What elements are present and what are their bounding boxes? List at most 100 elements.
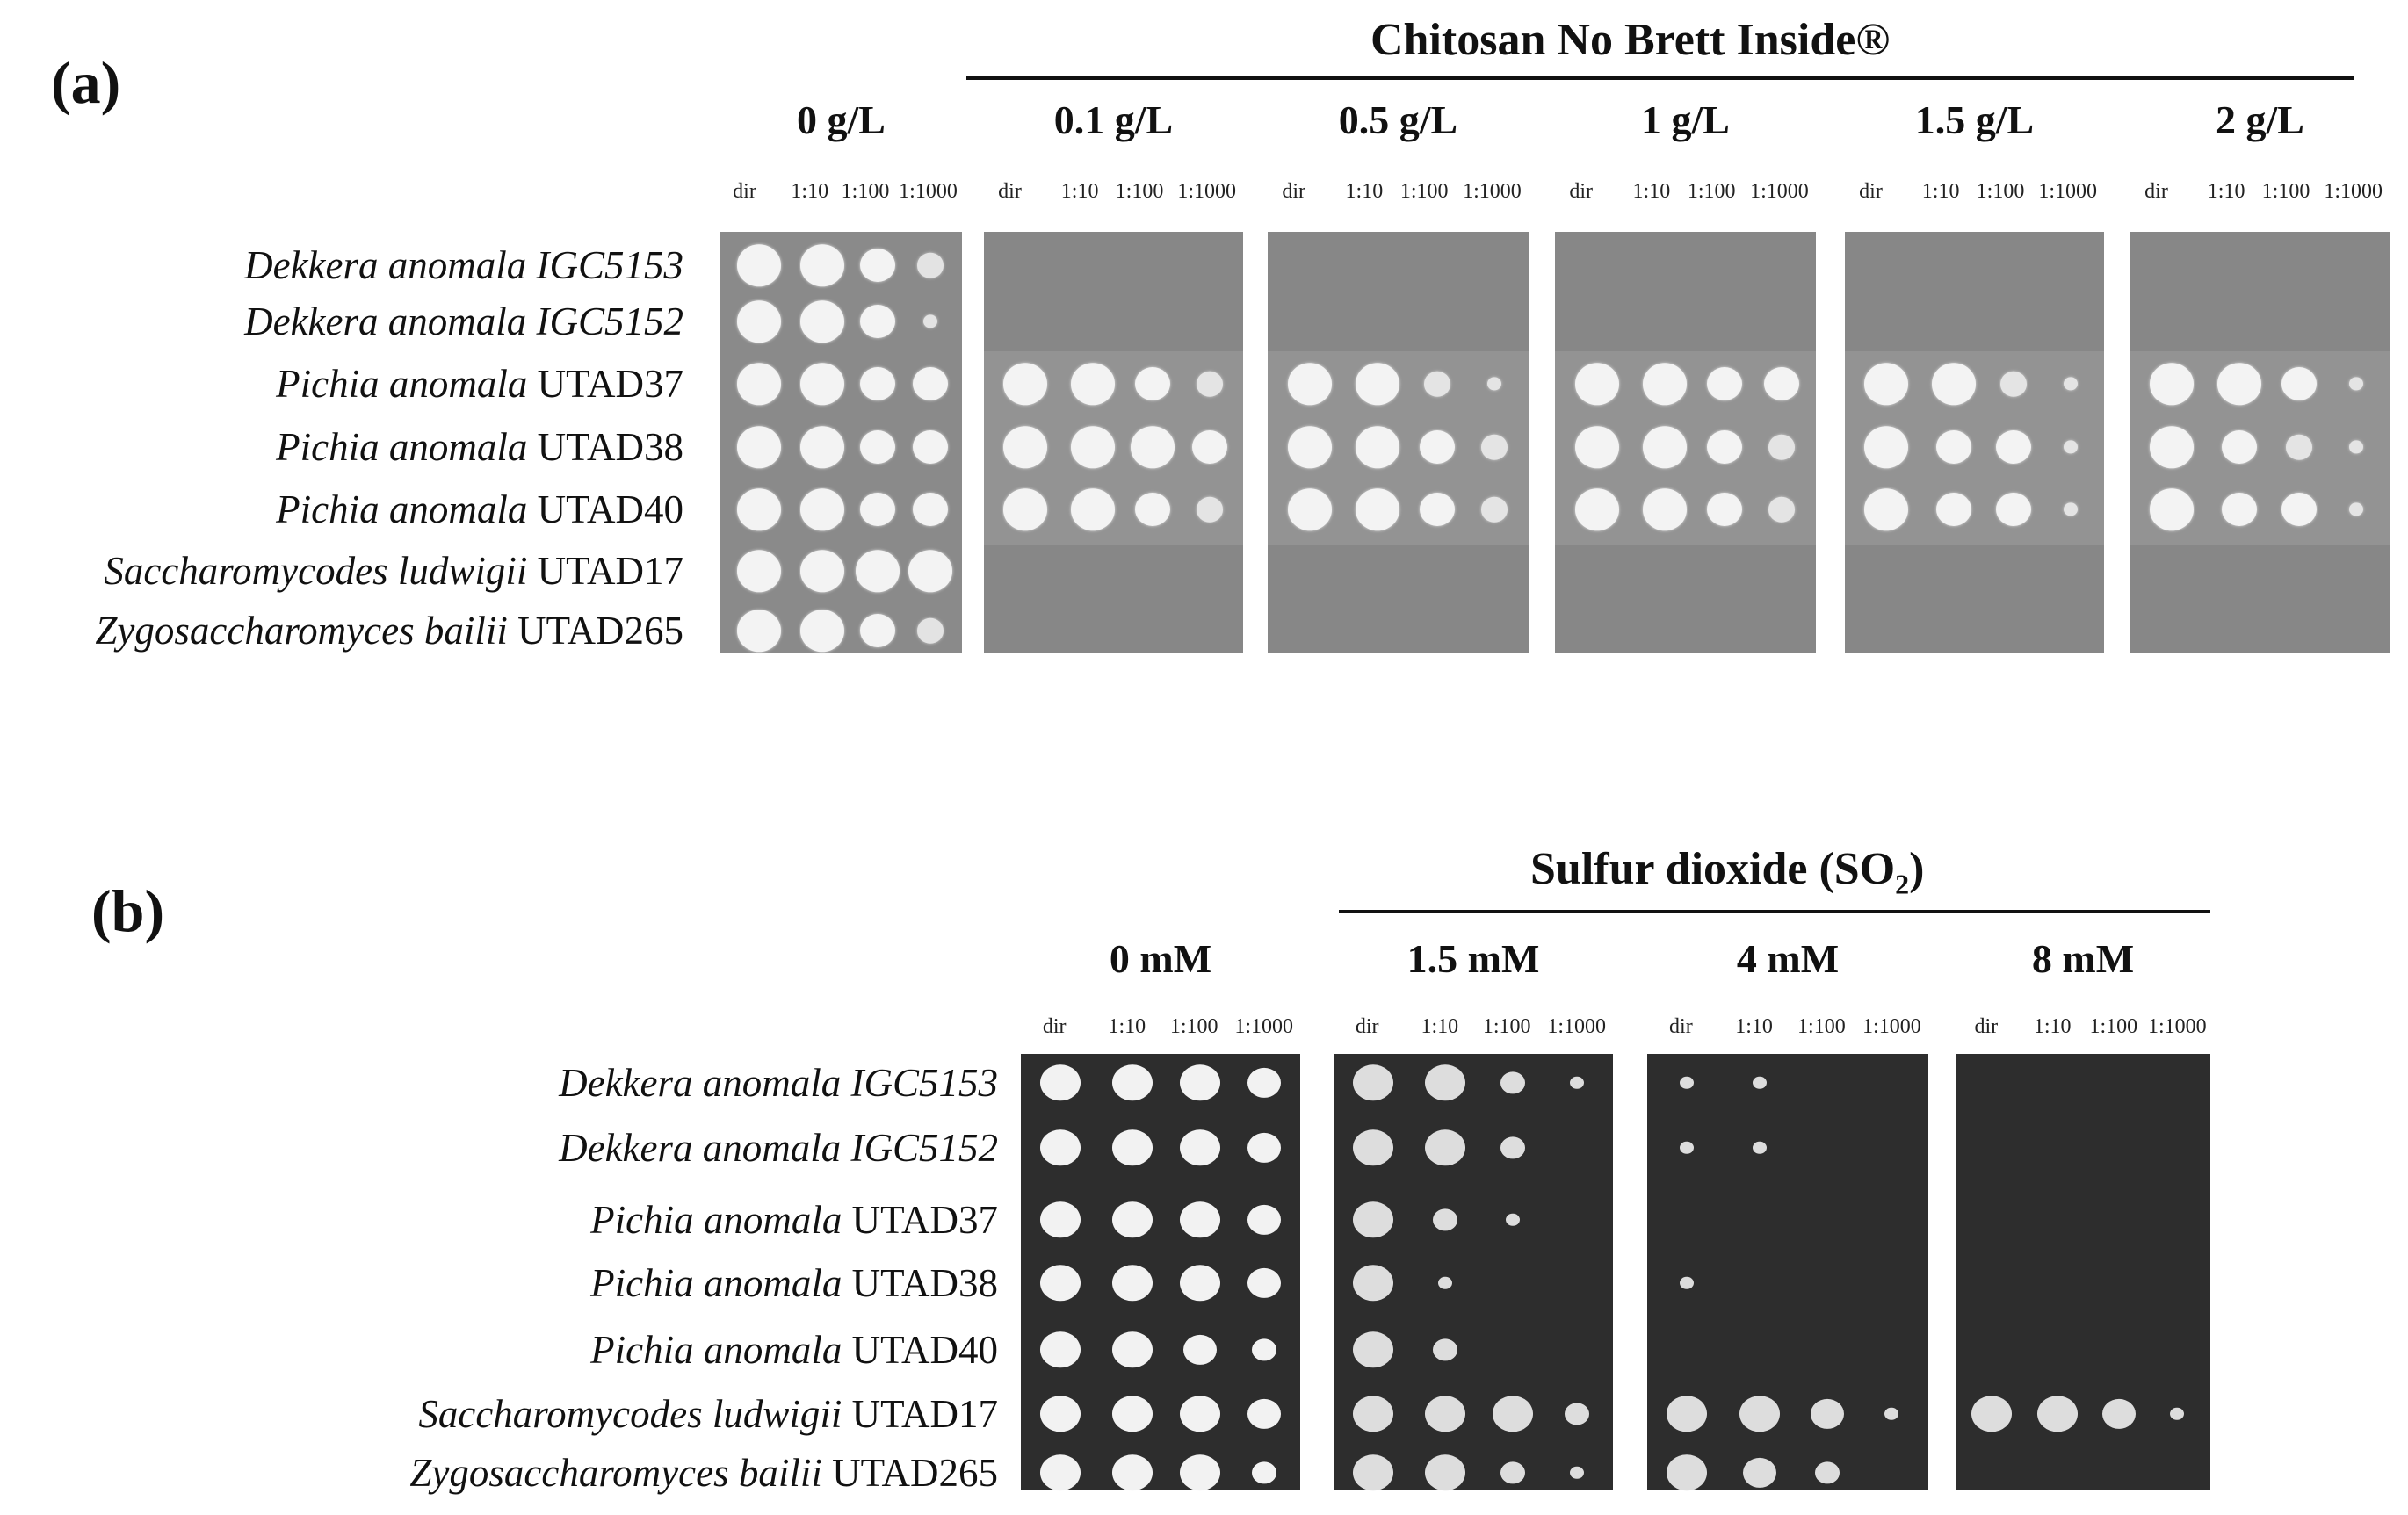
panel-b-colony-1-6-4 — [1247, 1398, 1281, 1430]
panel-b-colony-2-6-1 — [1352, 1396, 1393, 1432]
panel-b-dil-2-3: 1:100 — [1482, 1015, 1531, 1038]
panel-a-colony-1-4-4 — [913, 430, 949, 464]
panel-b-dil-3-3: 1:100 — [1797, 1015, 1846, 1038]
panel-b-colony-2-1-1 — [1352, 1064, 1393, 1101]
panel-a-plate-1 — [720, 232, 962, 653]
panel-a-strain-label-5: Pichia anomala UTAD40 — [276, 487, 683, 531]
panel-a-colony-4-4-3 — [1707, 430, 1743, 464]
panel-b-plate-4 — [1956, 1054, 2210, 1490]
panel-b-colony-1-2-4 — [1247, 1132, 1281, 1164]
panel-b-colony-3-2-2 — [1753, 1141, 1767, 1155]
panel-a-colony-3-4-3 — [1420, 430, 1456, 464]
panel-b-dil-4-1: dir — [1974, 1015, 1999, 1038]
panel-a-colony-2-4-2 — [1070, 426, 1115, 468]
panel-b-group-title: Sulfur dioxide (SO2) — [1530, 844, 1925, 900]
panel-b-colony-1-6-3 — [1179, 1396, 1220, 1432]
panel-b-colony-3-6-3 — [1810, 1398, 1844, 1430]
panel-b-colony-1-3-4 — [1247, 1204, 1281, 1236]
panel-a-colony-5-3-3 — [1999, 371, 2027, 397]
panel-b-colony-3-6-1 — [1666, 1396, 1707, 1432]
panel-a-colony-1-2-2 — [799, 300, 844, 343]
panel-b-dil-2-4: 1:1000 — [1547, 1015, 1606, 1038]
panel-a-colony-1-4-2 — [799, 426, 844, 468]
panel-b-dil-1-4: 1:1000 — [1234, 1015, 1293, 1038]
panel-a-plate-6 — [2130, 232, 2390, 653]
panel-a-colony-1-1-2 — [799, 244, 844, 286]
panel-a-colony-1-3-3 — [859, 367, 895, 400]
panel-b-colony-1-7-1 — [1039, 1454, 1081, 1491]
panel-b-colony-3-7-3 — [1814, 1461, 1840, 1484]
panel-b-colony-2-4-2 — [1438, 1276, 1453, 1290]
panel-a-colony-4-5-4 — [1768, 496, 1796, 523]
panel-b-strain-label-4: Pichia anomala UTAD38 — [590, 1261, 998, 1305]
panel-b-colony-2-2-3 — [1500, 1136, 1525, 1159]
panel-a-plate-5 — [1845, 232, 2104, 653]
panel-a-colony-3-4-4 — [1481, 434, 1508, 460]
panel-a-colony-1-5-3 — [859, 493, 895, 526]
panel-b-dil-2-2: 1:10 — [1421, 1015, 1459, 1038]
panel-a-colony-2-5-2 — [1070, 488, 1115, 530]
panel-a-colony-4-3-2 — [1642, 363, 1687, 405]
panel-b-colony-1-4-3 — [1179, 1265, 1220, 1302]
panel-b-colony-2-7-4 — [1569, 1466, 1584, 1480]
panel-b-dil-1-3: 1:100 — [1169, 1015, 1218, 1038]
panel-b-colony-3-4-1 — [1679, 1276, 1694, 1290]
panel-b-strain-label-3: Pichia anomala UTAD37 — [590, 1198, 998, 1242]
panel-a-colony-6-3-1 — [2150, 363, 2195, 405]
panel-b-colony-3-6-4 — [1884, 1407, 1899, 1421]
panel-a-colony-2-5-3 — [1134, 493, 1170, 526]
panel-b-colony-3-1-1 — [1679, 1076, 1694, 1090]
panel-a-colony-6-5-3 — [2281, 493, 2317, 526]
panel-a-colony-2-5-4 — [1196, 496, 1223, 523]
panel-b-conc-1: 0 mM — [1109, 936, 1212, 981]
panel-a-colony-5-4-3 — [1995, 430, 2031, 464]
panel-a-colony-5-5-4 — [2063, 502, 2078, 516]
panel-b-conc-2: 1.5 mM — [1406, 936, 1540, 981]
panel-a-colony-1-4-3 — [859, 430, 895, 464]
panel-b-colony-4-6-3 — [2101, 1398, 2136, 1430]
panel-b-conc-3: 4 mM — [1736, 936, 1840, 981]
panel-a-colony-2-3-1 — [1003, 363, 1048, 405]
panel-a-dil-5-2: 1:10 — [1921, 180, 1960, 203]
panel-b-strain-label-5: Pichia anomala UTAD40 — [590, 1328, 998, 1372]
panel-a-group-rule — [966, 76, 2354, 80]
panel-b-colony-1-5-2 — [1112, 1331, 1153, 1368]
panel-a-conc-5: 1.5 g/L — [1914, 97, 2035, 142]
panel-b-label: (b) — [91, 877, 165, 944]
panel-b-dil-4-2: 1:10 — [2033, 1015, 2072, 1038]
panel-b-colony-1-1-1 — [1039, 1064, 1081, 1101]
panel-a-dil-3-1: dir — [1282, 180, 1306, 203]
panel-b-colony-1-2-3 — [1179, 1129, 1220, 1166]
panel-b-colony-3-1-2 — [1753, 1076, 1767, 1090]
panel-a-conc-4: 1 g/L — [1641, 97, 1730, 142]
panel-b-colony-1-5-1 — [1039, 1331, 1081, 1368]
panel-a-colony-4-3-4 — [1764, 367, 1800, 400]
panel-b-strain-label-6: Saccharomycodes ludwigii UTAD17 — [418, 1392, 998, 1436]
panel-b-dil-4-3: 1:100 — [2089, 1015, 2138, 1038]
panel-a-colony-5-3-4 — [2063, 377, 2078, 391]
panel-a-colony-1-7-4 — [917, 617, 944, 644]
panel-b-colony-2-6-3 — [1492, 1396, 1533, 1432]
panel-a-colony-3-5-3 — [1420, 493, 1456, 526]
panel-a-colony-3-3-3 — [1424, 371, 1451, 397]
panel-a-dil-3-3: 1:100 — [1399, 180, 1449, 203]
panel-a-colony-5-4-1 — [1864, 426, 1909, 468]
panel-a-dil-5-4: 1:1000 — [2038, 180, 2098, 203]
panel-b-colony-1-6-2 — [1112, 1396, 1153, 1432]
panel-b-colony-1-1-4 — [1247, 1067, 1281, 1099]
panel-a-colony-4-4-4 — [1768, 434, 1796, 460]
panel-a-colony-1-5-2 — [799, 488, 844, 530]
panel-a-colony-1-3-4 — [913, 367, 949, 400]
panel-b-colony-3-7-2 — [1743, 1457, 1776, 1489]
panel-b-dil-1-1: dir — [1042, 1015, 1067, 1038]
panel-b-strain-label-7: Zygosaccharomyces bailii UTAD265 — [409, 1451, 998, 1495]
panel-b-colony-4-6-2 — [2037, 1396, 2078, 1432]
panel-a-colony-6-5-1 — [2150, 488, 2195, 530]
panel-b-colony-2-2-1 — [1352, 1129, 1393, 1166]
panel-b-plate-2 — [1334, 1054, 1613, 1491]
panel-a-colony-4-5-1 — [1574, 488, 1619, 530]
panel-b-colony-1-2-1 — [1039, 1129, 1081, 1166]
panel-b-colony-1-2-2 — [1112, 1129, 1153, 1166]
panel-a-colony-2-4-1 — [1003, 426, 1048, 468]
panel-a-dil-6-3: 1:100 — [2261, 180, 2310, 203]
